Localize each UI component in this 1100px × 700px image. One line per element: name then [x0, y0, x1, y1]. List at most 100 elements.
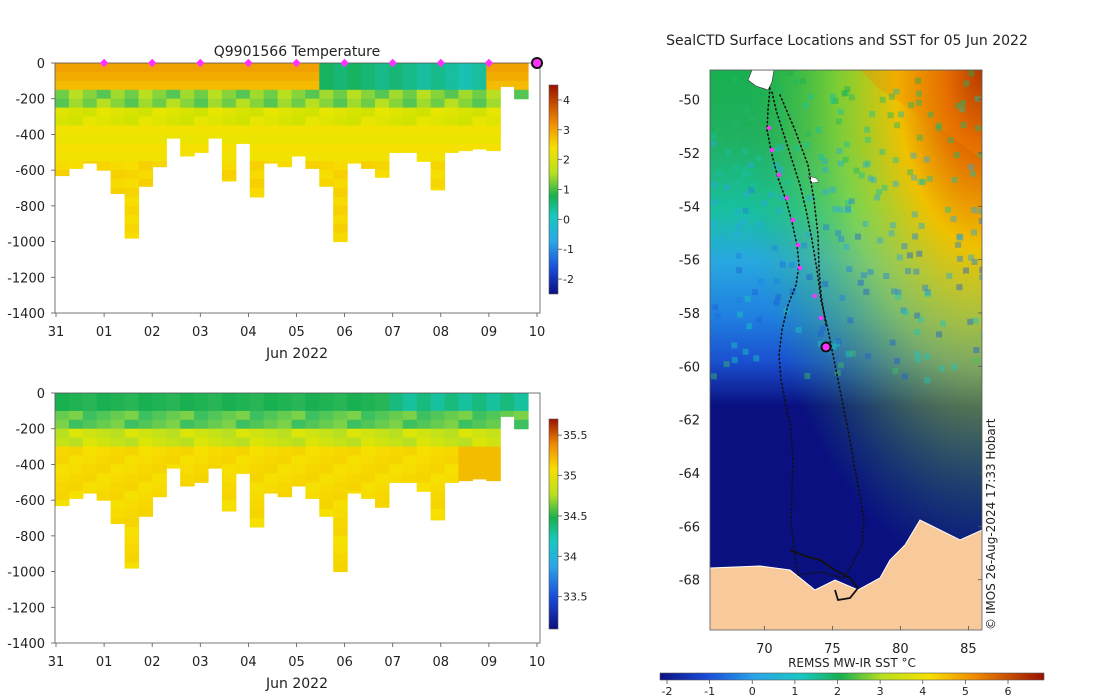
sst-pixel	[913, 269, 919, 275]
salinity-cell	[83, 402, 98, 412]
salinity-cell	[222, 500, 237, 510]
temperature-cell	[152, 90, 167, 100]
sst-pixel	[975, 96, 981, 102]
sst-pixel	[714, 315, 720, 321]
sst-pixel	[916, 251, 922, 257]
temperature-cell	[431, 126, 446, 136]
salinity-cell	[83, 482, 98, 492]
sst-pixel	[807, 274, 813, 280]
temperature-cell	[333, 179, 348, 189]
temperature-cell	[111, 126, 126, 136]
salinity-cell	[347, 420, 362, 430]
temperature-x-tick-label: 04	[240, 325, 257, 340]
temperature-cell	[333, 161, 348, 171]
salinity-cell	[264, 482, 279, 492]
salinity-cell	[69, 482, 84, 492]
salinity-cell	[305, 393, 320, 403]
salinity-cell	[55, 491, 70, 501]
salinity-cell	[55, 429, 70, 439]
temperature-cell	[55, 170, 70, 176]
temperature-cell	[305, 117, 320, 127]
temperature-cell	[417, 117, 432, 127]
sst-pixel	[907, 252, 913, 258]
salinity-cell	[292, 429, 307, 439]
sst-pixel	[960, 100, 966, 106]
salinity-cell	[166, 402, 181, 412]
temperature-cell	[264, 81, 279, 91]
temperature-cell	[333, 233, 348, 243]
salinity-cell	[139, 438, 154, 448]
salinity-cell	[166, 464, 181, 468]
temperature-cell	[319, 161, 334, 171]
map-daily-marker	[770, 148, 774, 152]
sst-pixel	[756, 155, 762, 161]
salinity-x-tick-label: 05	[288, 655, 305, 670]
temperature-cell	[361, 117, 376, 127]
salinity-y-tick-label: 0	[37, 387, 45, 402]
salinity-cell	[111, 500, 126, 510]
temperature-cell	[111, 134, 126, 144]
temperature-cell	[194, 143, 209, 153]
salinity-y-axis: 0-200-400-600-800-1000-1200-1400	[7, 387, 55, 652]
salinity-cell	[139, 500, 154, 510]
temperature-cell	[305, 143, 320, 153]
temperature-cell	[333, 206, 348, 216]
map-lat-tick-label: -50	[679, 94, 700, 109]
salinity-xlabel: Jun 2022	[265, 676, 328, 692]
salinity-cell	[472, 411, 487, 421]
sst-pixel	[858, 280, 864, 286]
salinity-cell	[55, 447, 70, 457]
salinity-cell	[292, 393, 307, 403]
temperature-cell	[222, 161, 237, 171]
salinity-cell	[417, 411, 432, 421]
salinity-cell	[319, 393, 334, 403]
temperature-cell	[333, 188, 348, 198]
temperature-cell	[319, 179, 334, 187]
sst-pixel	[927, 176, 933, 182]
salinity-cell	[236, 456, 251, 466]
salinity-cell	[347, 447, 362, 457]
temperature-x-tick-label: 07	[384, 325, 401, 340]
salinity-cell	[166, 438, 181, 448]
sst-pixel	[898, 111, 904, 117]
temperature-cell	[347, 134, 362, 144]
salinity-cell	[139, 411, 154, 421]
sst-pixel	[925, 291, 931, 297]
temperature-cell	[347, 117, 362, 127]
salinity-cell	[305, 411, 320, 421]
temperature-cell	[417, 152, 432, 162]
temperature-cell	[319, 108, 334, 118]
temperature-cell	[166, 90, 181, 100]
salinity-cell	[180, 473, 195, 483]
sst-pixel	[957, 256, 963, 262]
sst-pixel	[959, 106, 965, 112]
salinity-cell	[125, 491, 140, 501]
salinity-cell	[375, 447, 390, 457]
salinity-colorbar-ticks: 35.5 35 34.5 34 33.5	[558, 429, 588, 604]
sst-pixel	[948, 137, 954, 143]
salinity-cell	[486, 420, 501, 430]
salinity-cell	[97, 393, 112, 403]
sst-pixel	[879, 149, 885, 155]
temperature-cell	[250, 126, 264, 136]
temperature-cell	[375, 117, 390, 127]
sst-pixel	[735, 223, 741, 229]
salinity-cell	[125, 482, 140, 492]
salinity-cell	[250, 393, 264, 403]
salinity-cell	[250, 447, 264, 457]
temperature-cell	[389, 72, 404, 82]
temperature-cell	[347, 99, 362, 109]
salinity-cell	[180, 438, 195, 448]
sst-pixel	[774, 278, 780, 284]
sst-pixel	[836, 119, 842, 125]
temperature-cell	[111, 81, 126, 91]
temperature-cell	[69, 72, 84, 82]
salinity-cell	[83, 473, 98, 483]
salinity-cell	[417, 464, 432, 474]
temperature-cell	[417, 143, 432, 153]
salinity-cell	[333, 500, 348, 510]
sst-pixel	[749, 187, 755, 193]
salinity-cell	[445, 393, 460, 403]
temperature-cell	[514, 63, 529, 73]
temperature-cell	[458, 99, 473, 109]
